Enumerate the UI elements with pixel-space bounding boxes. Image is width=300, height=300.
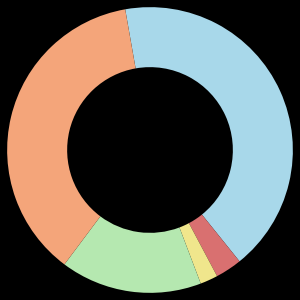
Wedge shape (64, 216, 201, 293)
Wedge shape (125, 7, 293, 261)
Wedge shape (189, 214, 239, 276)
Wedge shape (179, 223, 217, 284)
Wedge shape (7, 9, 136, 264)
